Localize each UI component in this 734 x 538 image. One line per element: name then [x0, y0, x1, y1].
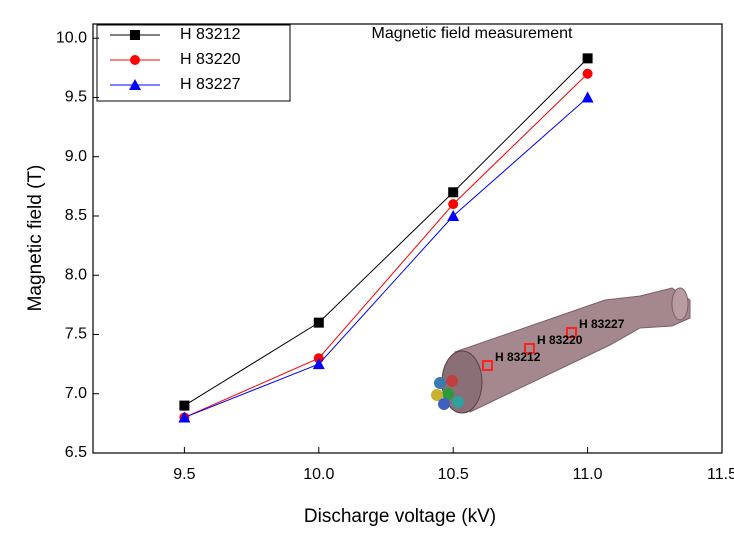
legend-label: H 83220 — [180, 51, 241, 68]
y-tick-label: 7.0 — [65, 385, 87, 402]
marker-circle — [448, 199, 459, 210]
marker-square — [313, 317, 324, 328]
wire — [438, 398, 450, 410]
y-tick-label: 9.5 — [65, 89, 87, 106]
cylinder-body — [454, 287, 691, 413]
marker-square — [179, 400, 190, 411]
marker-triangle — [581, 91, 594, 103]
series-line — [184, 73, 588, 418]
y-tick-label: 10.0 — [56, 29, 87, 46]
plot-frame — [92, 23, 723, 454]
legend-label: H 83212 — [180, 26, 241, 43]
y-tick-label: 9.0 — [65, 148, 87, 165]
x-tick-label: 11.0 — [573, 466, 603, 483]
marker-circle — [130, 55, 140, 65]
x-tick-label: 10.0 — [303, 466, 334, 483]
x-axis-label: Discharge voltage (kV) — [304, 506, 496, 527]
probe-marker — [524, 343, 535, 354]
inset-label: H 83227 — [579, 317, 625, 331]
probe-marker — [566, 327, 577, 338]
wire — [431, 389, 443, 401]
inset-label: H 83212 — [495, 350, 541, 364]
wire — [446, 375, 458, 387]
x-tick-label: 11.5 — [707, 466, 734, 483]
y-tick-label: 7.5 — [65, 326, 87, 343]
legend-label: H 83227 — [180, 76, 241, 93]
wire — [442, 388, 454, 400]
inset-illustration — [431, 287, 691, 414]
marker-circle — [582, 68, 593, 79]
marker-triangle — [178, 411, 191, 423]
legend-box — [96, 24, 291, 102]
chart-title: Magnetic field measurement — [372, 25, 574, 42]
y-tick-label: 8.5 — [65, 207, 87, 224]
marker-square — [448, 187, 459, 198]
y-tick-label: 8.0 — [65, 266, 87, 283]
cylinder-end — [671, 287, 689, 321]
wire — [434, 377, 446, 389]
marker-square — [130, 30, 140, 40]
inset-label: H 83220 — [537, 333, 583, 347]
y-tick-label: 6.5 — [65, 444, 87, 461]
series-line — [184, 58, 588, 407]
wire — [452, 396, 464, 408]
marker-triangle — [129, 79, 141, 90]
marker-triangle — [447, 209, 460, 221]
series-line — [184, 97, 588, 418]
x-tick-label: 10.5 — [438, 466, 469, 483]
y-axis-label: Magnetic field (T) — [25, 165, 46, 312]
probe-marker — [482, 360, 493, 371]
marker-square — [582, 53, 593, 64]
marker-triangle — [312, 358, 325, 370]
x-tick-label: 9.5 — [173, 466, 195, 483]
